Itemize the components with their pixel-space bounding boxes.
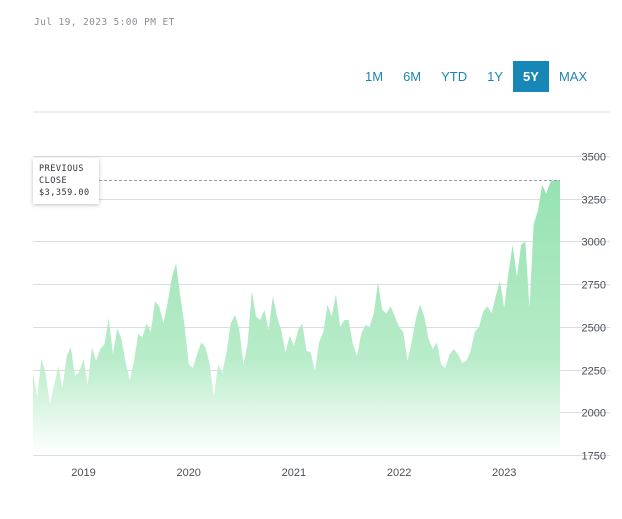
y-tick-label: 2000	[582, 408, 606, 420]
x-tick-label: 2021	[282, 467, 306, 479]
range-selector: 1M 6M YTD 1Y 5Y MAX	[355, 61, 597, 92]
tooltip-label-line2: CLOSE	[39, 176, 68, 186]
tooltip-label-line1: PREVIOUS	[39, 164, 84, 174]
range-max-button[interactable]: MAX	[558, 69, 588, 84]
range-5y-button[interactable]: 5Y	[513, 61, 549, 92]
timestamp: Jul 19, 2023 5:00 PM ET	[34, 17, 175, 28]
x-axis: 2019 2020 2021 2022 2023	[71, 467, 516, 479]
range-1m-button[interactable]: 1M	[365, 69, 384, 84]
tooltip-value: $3,359.00	[39, 188, 90, 198]
price-area	[33, 179, 560, 455]
y-tick-label: 2500	[582, 323, 606, 335]
y-axis: 1750 2000 2250 2500 2750 3000 3250 3500	[582, 152, 606, 463]
x-tick-label: 2022	[387, 467, 411, 479]
y-tick-label: 2250	[582, 366, 606, 378]
y-tick-label: 3500	[582, 152, 606, 164]
x-tick-label: 2023	[492, 467, 516, 479]
y-tick-label: 3250	[582, 195, 606, 207]
x-tick-label: 2020	[176, 467, 200, 479]
previous-close-tooltip: PREVIOUS CLOSE $3,359.00	[33, 158, 99, 204]
x-tick-label: 2019	[71, 467, 95, 479]
y-tick-label: 1750	[582, 451, 606, 463]
y-tick-label: 3000	[582, 237, 606, 249]
range-ytd-button[interactable]: YTD	[441, 69, 468, 84]
range-1y-button[interactable]: 1Y	[487, 69, 504, 84]
range-6m-button[interactable]: 6M	[403, 69, 422, 84]
y-tick-label: 2750	[582, 280, 606, 292]
